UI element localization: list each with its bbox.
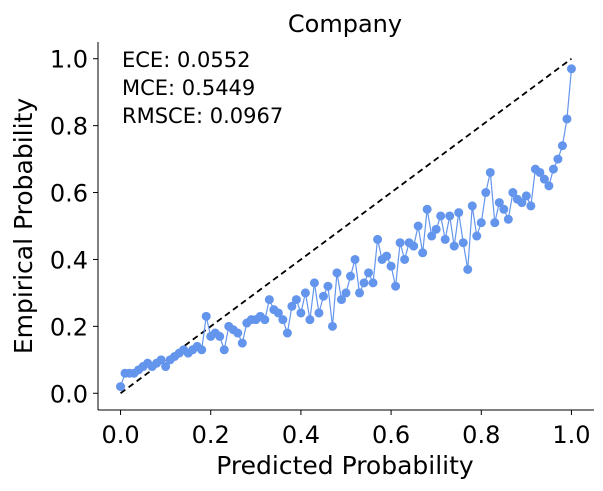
data-point: [305, 315, 315, 325]
annotation: ECE: 0.0552: [122, 48, 250, 72]
data-point: [156, 355, 166, 365]
x-tick-label: 0.0: [101, 421, 139, 449]
data-point: [350, 254, 360, 264]
data-point: [395, 238, 405, 248]
data-point: [427, 231, 437, 241]
data-point: [440, 234, 450, 244]
data-point: [300, 288, 310, 298]
data-point: [409, 241, 419, 251]
data-point: [499, 204, 509, 214]
data-point: [336, 295, 346, 305]
data-point: [355, 288, 365, 298]
data-point: [463, 264, 473, 274]
data-point: [278, 315, 288, 325]
data-point: [445, 211, 455, 221]
data-point: [359, 278, 369, 288]
data-point: [422, 204, 432, 214]
data-point: [382, 251, 392, 261]
data-point: [539, 174, 549, 184]
data-point: [526, 201, 536, 211]
data-point: [264, 295, 274, 305]
data-point: [467, 201, 477, 211]
data-point: [282, 328, 292, 338]
data-point: [436, 211, 446, 221]
data-point: [323, 281, 333, 291]
y-tick-label: 0.2: [50, 313, 88, 341]
data-point: [260, 315, 270, 325]
annotation: MCE: 0.5449: [122, 76, 255, 100]
data-point: [490, 218, 500, 228]
data-point: [535, 167, 545, 177]
x-tick-label: 0.6: [372, 421, 410, 449]
data-point: [472, 231, 482, 241]
data-point: [368, 278, 378, 288]
data-point: [458, 238, 468, 248]
data-point: [476, 218, 486, 228]
x-tick-label: 0.2: [192, 421, 230, 449]
data-point: [553, 154, 563, 164]
data-point: [364, 268, 374, 278]
x-axis-label: Predicted Probability: [216, 451, 474, 480]
data-point: [332, 268, 342, 278]
data-point: [273, 308, 283, 318]
data-point: [503, 214, 513, 224]
annotation: RMSCE: 0.0967: [122, 104, 283, 128]
data-point: [386, 261, 396, 271]
data-point: [454, 208, 464, 218]
chart-title: Company: [288, 10, 402, 38]
data-point: [557, 141, 567, 151]
data-point: [431, 224, 441, 234]
data-point: [517, 198, 527, 208]
data-point: [287, 301, 297, 311]
x-tick-label: 0.8: [462, 421, 500, 449]
data-point: [314, 308, 324, 318]
data-point: [291, 295, 301, 305]
data-point: [161, 362, 171, 372]
data-point: [400, 254, 410, 264]
y-tick-label: 0.8: [50, 113, 88, 141]
data-point: [548, 164, 558, 174]
reference-line: [120, 58, 572, 394]
data-point: [418, 248, 428, 258]
data-point: [201, 311, 211, 321]
data-point: [309, 278, 319, 288]
data-point: [566, 64, 576, 74]
y-axis-label: Empirical Probability: [9, 98, 38, 355]
data-point: [562, 114, 572, 124]
data-point: [197, 345, 207, 355]
data-point: [373, 234, 383, 244]
data-point: [219, 345, 229, 355]
data-point: [327, 321, 337, 331]
data-point: [346, 271, 356, 281]
y-tick-label: 0.4: [50, 246, 88, 274]
data-point: [318, 291, 328, 301]
x-tick-label: 1.0: [552, 421, 590, 449]
data-point: [544, 181, 554, 191]
data-point: [449, 241, 459, 251]
data-point: [341, 288, 351, 298]
data-point: [521, 191, 531, 201]
data-point: [296, 308, 306, 318]
data-point: [508, 188, 518, 198]
data-point: [233, 328, 243, 338]
data-point: [215, 331, 225, 341]
data-point: [391, 281, 401, 291]
y-tick-label: 0.6: [50, 180, 88, 208]
data-point: [481, 188, 491, 198]
data-point: [116, 382, 126, 392]
y-tick-label: 0.0: [50, 380, 88, 408]
y-tick-label: 1.0: [50, 46, 88, 74]
data-point: [494, 198, 504, 208]
data-point: [237, 338, 247, 348]
x-tick-label: 0.4: [282, 421, 320, 449]
data-point: [485, 167, 495, 177]
data-point: [413, 221, 423, 231]
